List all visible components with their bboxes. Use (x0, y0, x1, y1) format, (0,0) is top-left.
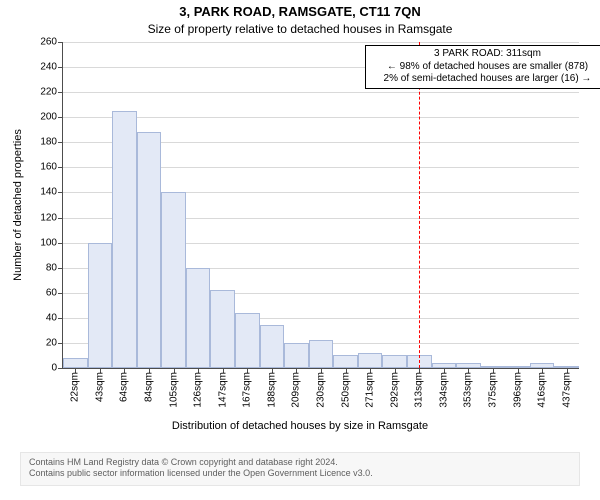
histogram-bar (358, 353, 383, 368)
histogram-bar (186, 268, 211, 368)
histogram-bar (309, 340, 334, 368)
ytick-label: 160 (40, 162, 63, 173)
ytick-label: 220 (40, 87, 63, 98)
gridline (63, 92, 579, 93)
xtick-label: 437sqm (561, 372, 572, 408)
histogram-bar (161, 192, 186, 368)
ytick-label: 60 (46, 287, 63, 298)
chart-sub-title: Size of property relative to detached ho… (0, 22, 600, 36)
x-axis-label: Distribution of detached houses by size … (0, 420, 600, 432)
annotation-line: ← 98% of detached houses are smaller (87… (370, 61, 600, 74)
xtick-label: 250sqm (340, 372, 351, 408)
property-marker-line (419, 42, 420, 368)
xtick-label: 416sqm (537, 372, 548, 408)
histogram-bar (333, 355, 358, 368)
xtick-label: 147sqm (217, 372, 228, 408)
gridline (63, 117, 579, 118)
ytick-label: 120 (40, 212, 63, 223)
footer-line: Contains public sector information licen… (29, 468, 571, 479)
xtick-label: 188sqm (266, 372, 277, 408)
ytick-label: 0 (51, 363, 63, 374)
xtick-label: 64sqm (119, 372, 130, 402)
y-axis-label: Number of detached properties (12, 129, 24, 281)
annotation-box: 3 PARK ROAD: 311sqm← 98% of detached hou… (365, 45, 600, 89)
annotation-line: 2% of semi-detached houses are larger (1… (370, 73, 600, 86)
ytick-label: 260 (40, 37, 63, 48)
xtick-label: 126sqm (193, 372, 204, 408)
xtick-label: 209sqm (291, 372, 302, 408)
ytick-label: 140 (40, 187, 63, 198)
histogram-bar (260, 325, 285, 368)
ytick-label: 200 (40, 112, 63, 123)
xtick-label: 334sqm (438, 372, 449, 408)
xtick-label: 22sqm (70, 372, 81, 402)
histogram-bar (63, 358, 88, 368)
xtick-label: 375sqm (488, 372, 499, 408)
footer-attribution: Contains HM Land Registry data © Crown c… (20, 452, 580, 486)
xtick-label: 271sqm (365, 372, 376, 408)
xtick-label: 105sqm (168, 372, 179, 408)
histogram-bar (112, 111, 137, 368)
xtick-label: 396sqm (512, 372, 523, 408)
chart-container: { "chart": { "type": "histogram", "super… (0, 0, 600, 500)
histogram-bar (235, 313, 260, 368)
xtick-label: 84sqm (144, 372, 155, 402)
ytick-label: 20 (46, 337, 63, 348)
ytick-label: 80 (46, 262, 63, 273)
xtick-label: 43sqm (94, 372, 105, 402)
footer-line: Contains HM Land Registry data © Crown c… (29, 457, 571, 468)
histogram-bar (210, 290, 235, 368)
annotation-line: 3 PARK ROAD: 311sqm (370, 48, 600, 61)
chart-super-title: 3, PARK ROAD, RAMSGATE, CT11 7QN (0, 4, 600, 19)
xtick-label: 167sqm (242, 372, 253, 408)
ytick-label: 240 (40, 62, 63, 73)
ytick-label: 100 (40, 237, 63, 248)
xtick-label: 353sqm (463, 372, 474, 408)
histogram-bar (88, 243, 113, 368)
histogram-bar (284, 343, 309, 368)
xtick-label: 313sqm (414, 372, 425, 408)
ytick-label: 180 (40, 137, 63, 148)
xtick-label: 292sqm (389, 372, 400, 408)
xtick-label: 230sqm (316, 372, 327, 408)
histogram-bar (382, 355, 407, 368)
ytick-label: 40 (46, 312, 63, 323)
plot-area: 02040608010012014016018020022024026022sq… (62, 42, 579, 369)
gridline (63, 42, 579, 43)
histogram-bar (137, 132, 162, 368)
